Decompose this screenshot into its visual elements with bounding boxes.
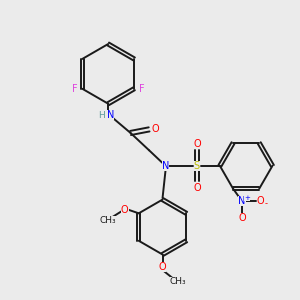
Text: O: O (257, 196, 264, 206)
Text: +: + (244, 194, 250, 200)
Text: N: N (107, 110, 114, 120)
Text: O: O (121, 205, 128, 215)
Text: S: S (194, 161, 200, 171)
Text: O: O (152, 124, 160, 134)
Text: N: N (238, 196, 246, 206)
Text: -: - (265, 199, 268, 208)
Text: O: O (159, 262, 167, 272)
Text: F: F (72, 84, 78, 94)
Text: O: O (193, 139, 201, 149)
Text: CH₃: CH₃ (170, 278, 186, 286)
Text: O: O (193, 183, 201, 193)
Text: O: O (238, 213, 246, 223)
Text: CH₃: CH₃ (99, 216, 116, 225)
Text: F: F (139, 84, 144, 94)
Text: N: N (162, 161, 169, 171)
Text: H: H (98, 112, 105, 121)
